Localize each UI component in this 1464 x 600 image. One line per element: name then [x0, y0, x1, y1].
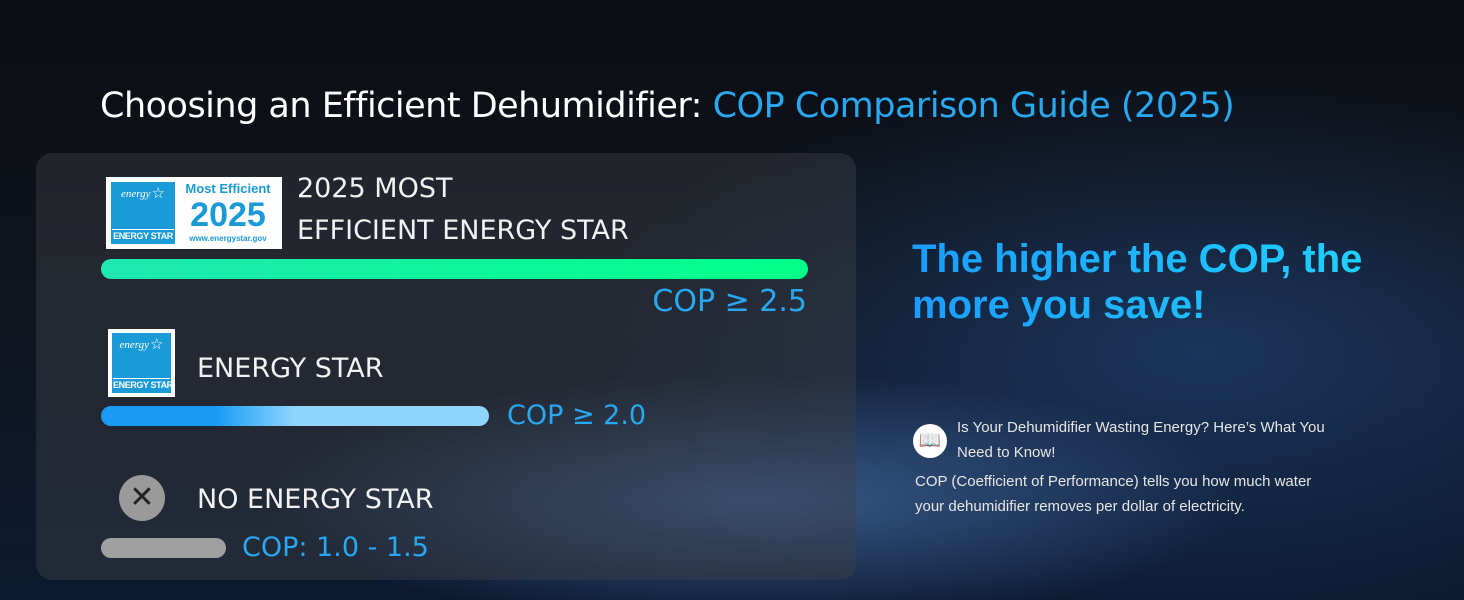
energy-star-logo: energy ☆ ENERGY STAR — [112, 333, 171, 393]
tier-label-energy-star: ENERGY STAR — [197, 353, 384, 384]
most-efficient-badge: energy ☆ ENERGY STAR Most Efficient 2025 www… — [106, 177, 282, 249]
energy-star-logo: energy ☆ ENERGY STAR — [111, 182, 175, 244]
tier-label-no-energy-star: NO ENERGY STAR — [197, 484, 434, 515]
page-title: Choosing an Efficient Dehumidifier: COP … — [100, 86, 1235, 126]
cop-bar-most-efficient — [101, 259, 808, 279]
star-icon: ☆ — [150, 336, 164, 353]
cop-value-most-efficient: COP ≥ 2.5 — [652, 284, 807, 319]
cop-value-no-energy-star: COP: 1.0 - 1.5 — [242, 532, 429, 563]
note-question: Is Your Dehumidifier Wasting Energy? Her… — [957, 419, 1325, 461]
tier-label-most-efficient: 2025 MOST EFFICIENT ENERGY STAR — [297, 173, 629, 246]
x-circle-icon: ✕ — [119, 475, 165, 521]
energy-star-badge: energy ☆ ENERGY STAR — [108, 329, 175, 397]
star-icon: ☆ — [151, 185, 165, 202]
cop-bar-no-energy-star — [101, 538, 226, 558]
manual-reading-icon: 📖 — [913, 424, 947, 458]
title-highlight: COP Comparison Guide (2025) — [712, 86, 1235, 126]
cop-value-energy-star: COP ≥ 2.0 — [507, 400, 647, 431]
headline: The higher the COP, the more you save! — [912, 237, 1363, 327]
cop-bar-energy-star — [101, 406, 489, 426]
note-body: COP (Coefficient of Performance) tells y… — [915, 473, 1312, 515]
